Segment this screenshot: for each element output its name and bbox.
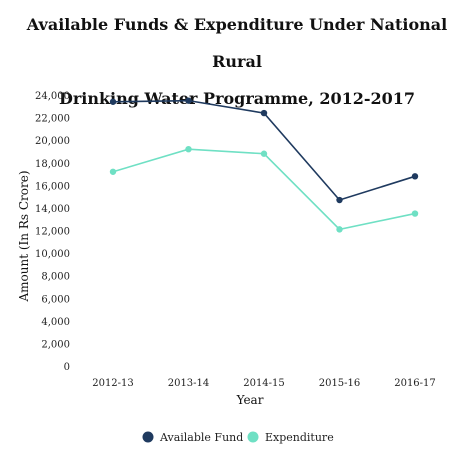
x-tick-label: 2016-17 <box>394 378 436 389</box>
series-line-2 <box>112 148 416 231</box>
chart-title-line-1: Available Funds & Expenditure Under Nati… <box>26 15 448 71</box>
y-axis-label: Amount (In Rs Crore) <box>17 171 31 303</box>
x-tick-label: 2014-15 <box>243 378 285 389</box>
x-axis-label: Year <box>236 393 264 407</box>
y-tick-label: 4,000 <box>41 317 70 328</box>
chart-title-line-2: Drinking Water Programme, 2012-2017 <box>58 89 416 108</box>
data-point <box>185 146 192 153</box>
data-point <box>109 168 117 175</box>
legend-marker <box>247 431 259 443</box>
y-tick-label: 0 <box>64 362 70 373</box>
y-axis-ticks: 0 2,000 4,000 6,000 8,000 10,000 12,000 14,000 1… <box>35 91 70 373</box>
chart-title: Available Funds & Expenditure Under Nati… <box>0 6 474 117</box>
data-point <box>260 150 268 157</box>
legend-label: Expenditure <box>265 431 334 444</box>
x-tick-label: 2015-16 <box>319 378 361 389</box>
data-point <box>411 210 419 217</box>
legend-marker <box>142 431 154 443</box>
y-tick-label: 14,000 <box>35 204 70 215</box>
y-tick-label: 10,000 <box>35 249 70 260</box>
y-tick-label: 18,000 <box>35 159 70 170</box>
series-lines <box>112 99 416 231</box>
x-tick-label: 2012-13 <box>92 378 134 389</box>
data-point <box>260 109 268 117</box>
y-tick-label: 6,000 <box>41 294 70 305</box>
x-tick-label: 2013-14 <box>168 378 210 389</box>
y-tick-label: 8,000 <box>41 272 70 283</box>
data-point <box>109 98 117 105</box>
x-axis-ticks: 2012-13 2013-14 2014-15 2015-16 2016-17 <box>92 378 436 389</box>
legend-label: Available Fund <box>159 431 243 444</box>
y-tick-label: 12,000 <box>35 227 70 238</box>
y-tick-label: 24,000 <box>35 91 70 102</box>
data-point <box>411 173 419 180</box>
series-points <box>109 97 419 233</box>
data-point <box>336 196 343 204</box>
y-tick-label: 2,000 <box>41 339 70 350</box>
data-point <box>185 97 192 104</box>
y-tick-label: 20,000 <box>35 136 70 147</box>
data-point <box>336 226 343 233</box>
legend: Available Fund Expenditure <box>142 431 334 444</box>
y-tick-label: 22,000 <box>35 114 70 125</box>
y-tick-label: 16,000 <box>35 181 70 192</box>
